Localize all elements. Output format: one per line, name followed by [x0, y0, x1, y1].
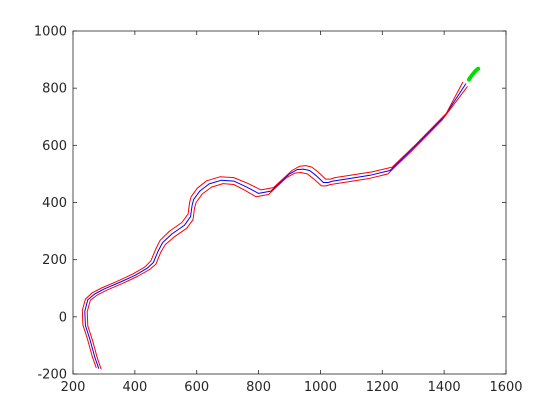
x-tick-label: 400 [122, 380, 147, 395]
tick-layer: 200 400 600 800 1000 1200 1400 1600 -200 0 200 400 6… [34, 25, 523, 396]
x-tick-label: 200 [61, 380, 86, 395]
series-line-boundary-inner [86, 86, 468, 370]
series-line-end-segment [466, 66, 481, 82]
series-line-center-path [84, 83, 467, 369]
y-tick-label: 400 [42, 196, 67, 211]
x-tick-label: 1200 [366, 380, 399, 395]
x-tick-label: 1600 [489, 380, 522, 395]
y-tick-label: -200 [37, 368, 67, 383]
series-line-boundary-outer [81, 81, 464, 369]
y-tick-label: 800 [42, 82, 67, 97]
y-tick-label: 200 [42, 253, 67, 268]
y-tick-label: 0 [59, 310, 67, 325]
x-tick-label: 1400 [428, 380, 461, 395]
y-tick-label: 1000 [34, 25, 67, 40]
x-tick-label: 1000 [304, 380, 337, 395]
x-tick-label: 600 [184, 380, 209, 395]
series-layer [81, 66, 481, 370]
y-tick-label: 600 [42, 139, 67, 154]
x-tick-label: 800 [246, 380, 271, 395]
